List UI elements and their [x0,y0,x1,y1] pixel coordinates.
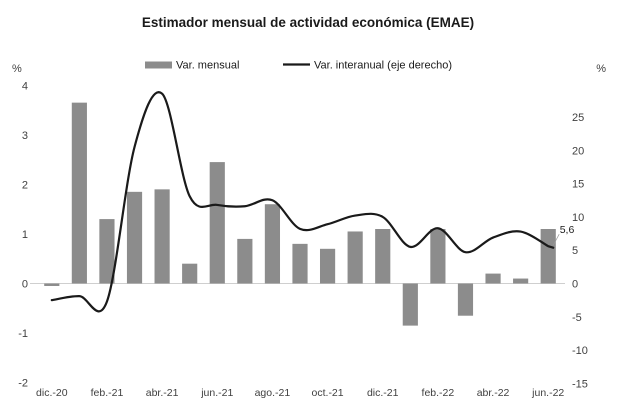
svg-text:5,6: 5,6 [560,224,575,236]
svg-text:jun.-21: jun.-21 [200,387,233,399]
svg-text:15: 15 [572,179,584,191]
svg-text:-2: -2 [18,378,28,390]
svg-text:oct.-21: oct.-21 [312,387,344,399]
svg-text:Estimador mensual de actividad: Estimador mensual de actividad económica… [142,15,474,30]
svg-text:-1: -1 [18,328,28,340]
svg-text:4: 4 [22,80,28,92]
svg-text:dic.-21: dic.-21 [367,387,399,399]
svg-text:-5: -5 [572,312,582,324]
svg-text:dic.-20: dic.-20 [36,387,68,399]
svg-text:Var. mensual: Var. mensual [176,60,239,72]
svg-text:-10: -10 [572,345,588,357]
svg-text:20: 20 [572,145,584,157]
svg-text:0: 0 [572,279,578,291]
svg-text:feb.-21: feb.-21 [91,387,124,399]
svg-text:abr.-21: abr.-21 [146,387,179,399]
svg-text:Var. interanual (eje derecho): Var. interanual (eje derecho) [314,60,452,72]
svg-text:2: 2 [22,179,28,191]
svg-text:%: % [596,63,606,75]
svg-text:jun.-22: jun.-22 [531,387,564,399]
svg-text:abr.-22: abr.-22 [477,387,510,399]
svg-text:feb.-22: feb.-22 [422,387,455,399]
svg-text:3: 3 [22,130,28,142]
svg-text:%: % [12,63,22,75]
svg-text:-15: -15 [572,378,588,390]
svg-text:ago.-21: ago.-21 [255,387,291,399]
svg-text:0: 0 [22,279,28,291]
svg-text:10: 10 [572,212,584,224]
svg-text:1: 1 [22,229,28,241]
svg-text:25: 25 [572,112,584,124]
svg-text:5: 5 [572,245,578,257]
